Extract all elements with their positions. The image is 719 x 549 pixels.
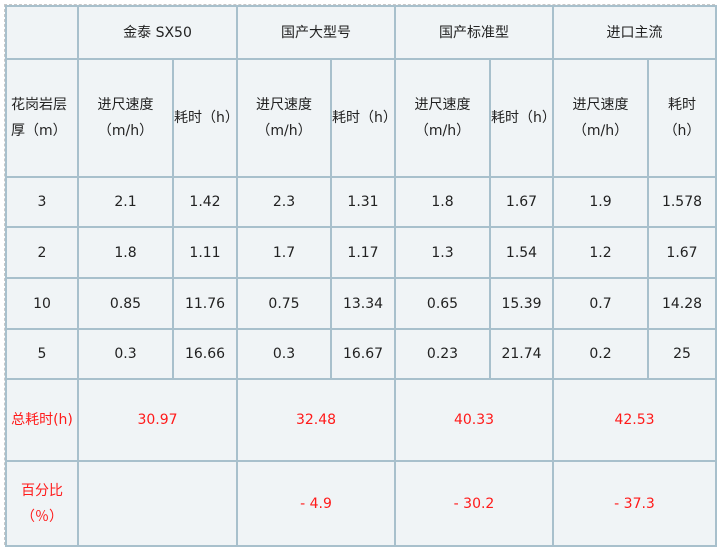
group-header: 国产大型号 [236, 5, 396, 60]
time-cell: 1.54 [489, 226, 554, 279]
time-cell: 25 [647, 328, 717, 380]
speed-cell: 0.2 [552, 328, 649, 380]
speed-cell: 1.8 [394, 176, 491, 228]
group-header: 国产标准型 [394, 5, 554, 60]
percent-label: 百分比（％） [5, 460, 79, 547]
speed-cell: 2.3 [236, 176, 332, 228]
speed-cell: 0.3 [236, 328, 332, 380]
total-value: 42.53 [552, 378, 717, 462]
time-header: 耗时（h） [489, 58, 556, 178]
thickness-cell: 5 [5, 328, 79, 380]
drilling-comparison-table: 金泰 SX50 国产大型号 国产标准型 进口主流 花岗岩层厚（m） 进尺速度（m/h） 耗时… [5, 5, 717, 547]
time-cell: 1.67 [647, 226, 717, 279]
speed-cell: 0.65 [394, 277, 491, 330]
time-cell: 14.28 [647, 277, 717, 330]
table-row: 2 1.8 1.11 1.7 1.17 1.3 1.54 1.2 1.67 [5, 226, 717, 279]
time-header: 耗时（h） [330, 58, 397, 178]
thickness-cell: 2 [5, 226, 79, 279]
time-cell: 16.67 [330, 328, 396, 380]
speed-cell: 1.8 [77, 226, 174, 279]
time-cell: 1.11 [172, 226, 238, 279]
thickness-cell: 3 [5, 176, 79, 228]
speed-header: 进尺速度（m/h） [236, 58, 332, 178]
thickness-cell: 10 [5, 277, 79, 330]
speed-cell: 1.2 [552, 226, 649, 279]
time-cell: 1.67 [489, 176, 554, 228]
time-cell: 11.76 [172, 277, 238, 330]
time-cell: 1.578 [647, 176, 717, 228]
table-row: 金泰 SX50 国产大型号 国产标准型 进口主流 [5, 5, 717, 60]
speed-cell: 1.3 [394, 226, 491, 279]
time-cell: 1.17 [330, 226, 396, 279]
percent-value [77, 460, 238, 547]
time-cell: 21.74 [489, 328, 554, 380]
speed-cell: 0.3 [77, 328, 174, 380]
time-header: 耗时（h） [172, 58, 239, 178]
time-header: 耗时（h） [647, 58, 717, 178]
speed-header: 进尺速度（m/h） [552, 58, 649, 178]
speed-cell: 1.9 [552, 176, 649, 228]
table-row: 10 0.85 11.76 0.75 13.34 0.65 15.39 0.7 14.28 [5, 277, 717, 330]
percent-value: - 4.9 [236, 460, 396, 547]
corner-cell [5, 5, 79, 60]
total-value: 32.48 [236, 378, 396, 462]
total-value: 30.97 [77, 378, 238, 462]
percent-value: - 30.2 [394, 460, 554, 547]
time-cell: 1.31 [330, 176, 396, 228]
time-cell: 1.42 [172, 176, 238, 228]
total-label: 总耗时(h) [5, 378, 79, 462]
table-row: 3 2.1 1.42 2.3 1.31 1.8 1.67 1.9 1.578 [5, 176, 717, 228]
time-cell: 16.66 [172, 328, 238, 380]
speed-cell: 0.23 [394, 328, 491, 380]
row-header-label: 花岗岩层厚（m） [5, 58, 79, 178]
speed-header: 进尺速度（m/h） [77, 58, 174, 178]
table-row: 5 0.3 16.66 0.3 16.67 0.23 21.74 0.2 25 [5, 328, 717, 380]
table-row: 花岗岩层厚（m） 进尺速度（m/h） 耗时（h） 进尺速度（m/h） 耗时（h） 进尺速度… [5, 58, 717, 178]
speed-header: 进尺速度（m/h） [394, 58, 491, 178]
speed-cell: 0.7 [552, 277, 649, 330]
time-cell: 15.39 [489, 277, 554, 330]
table-row: 百分比（％） - 4.9- 30.2- 37.3 [5, 460, 717, 547]
group-header: 进口主流 [552, 5, 717, 60]
group-header: 金泰 SX50 [77, 5, 238, 60]
total-value: 40.33 [394, 378, 554, 462]
speed-cell: 1.7 [236, 226, 332, 279]
time-cell: 13.34 [330, 277, 396, 330]
percent-value: - 37.3 [552, 460, 717, 547]
speed-cell: 2.1 [77, 176, 174, 228]
speed-cell: 0.85 [77, 277, 174, 330]
table-row: 总耗时(h) 30.97 32.48 40.33 42.53 [5, 378, 717, 462]
speed-cell: 0.75 [236, 277, 332, 330]
